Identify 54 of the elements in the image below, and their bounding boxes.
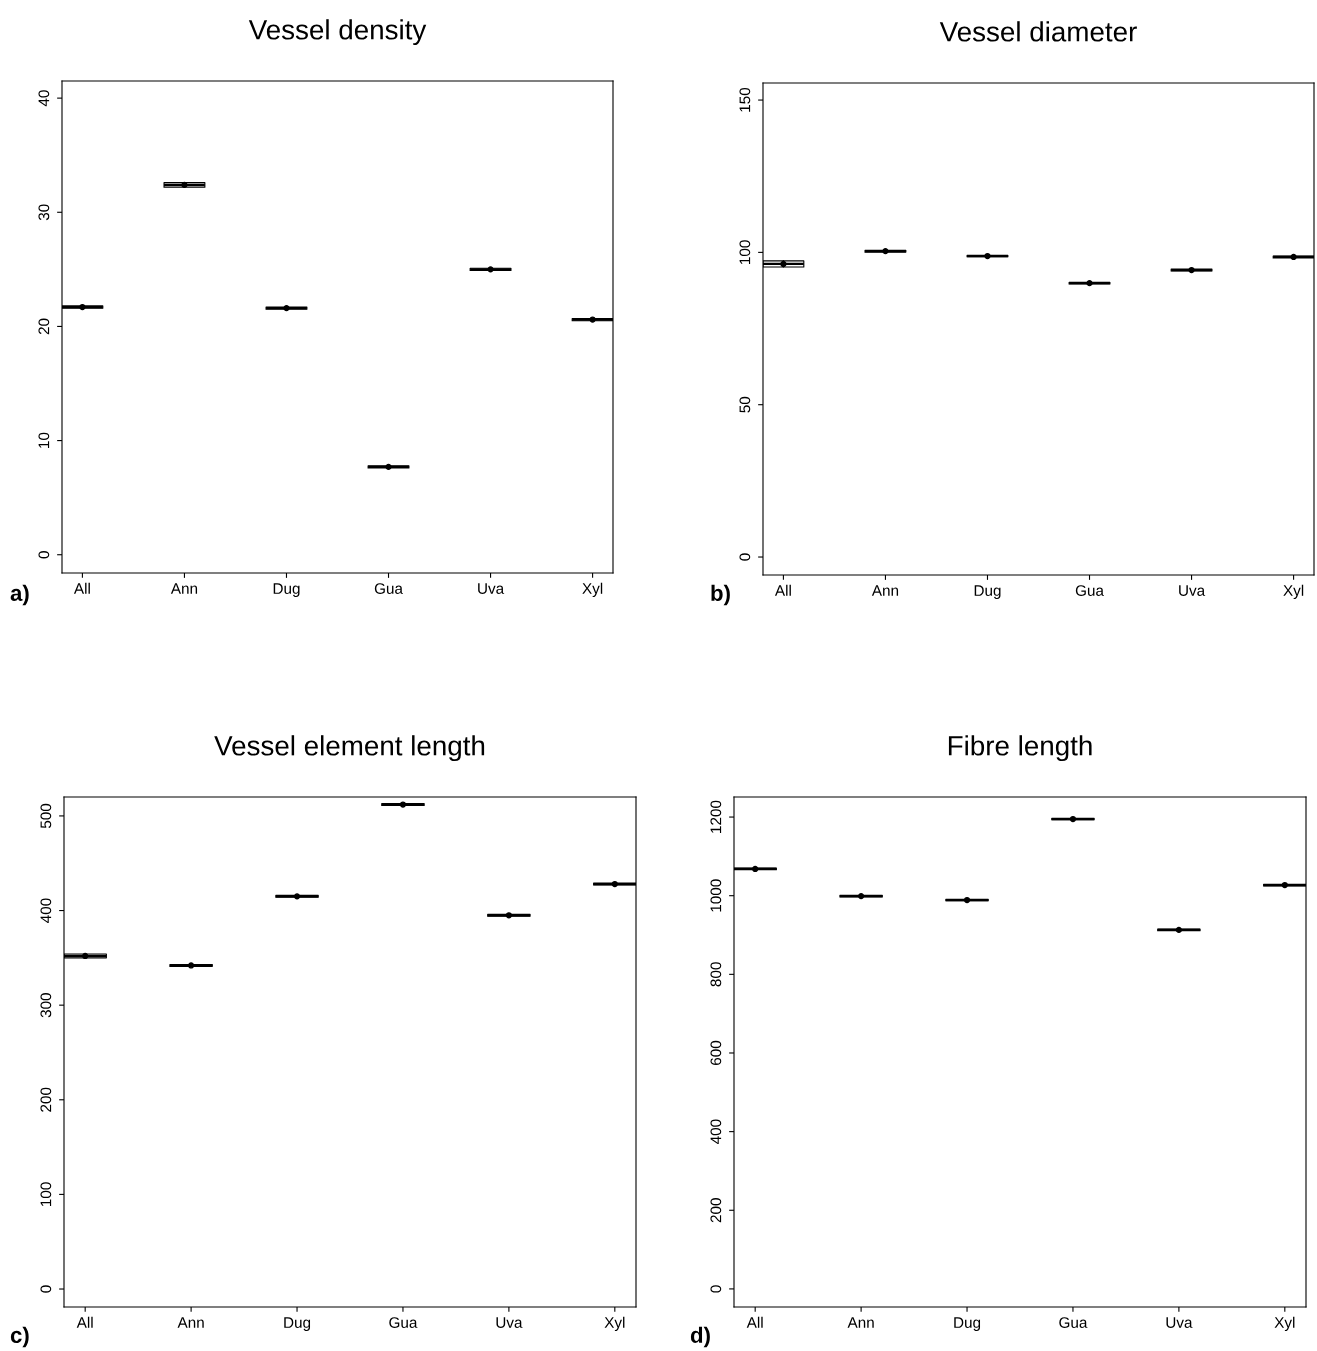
y-tick-label: 0 bbox=[40, 1285, 52, 1293]
y-tick-label: 10 bbox=[38, 432, 50, 448]
y-tick-label: 30 bbox=[38, 204, 50, 221]
x-tick-label: Gua bbox=[374, 583, 403, 594]
x-tick-label: Dug bbox=[284, 1317, 311, 1331]
y-tick-label: 1200 bbox=[710, 800, 722, 833]
x-tick-label: Ann bbox=[847, 1317, 874, 1328]
text: c) bbox=[10, 1326, 29, 1348]
x-tick-label: Xyl bbox=[582, 582, 603, 597]
y-tick-label: 800 bbox=[710, 962, 722, 987]
x-tick-label: All bbox=[73, 582, 90, 594]
y-tick-label: 100 bbox=[40, 1182, 52, 1206]
y-tick-label: 100 bbox=[739, 240, 751, 264]
x-tick-label: All bbox=[76, 1316, 93, 1328]
chart-title: Fibre length bbox=[948, 735, 1092, 762]
y-tick-label: 400 bbox=[710, 1119, 722, 1145]
x-tick-label: Uva bbox=[496, 1317, 523, 1328]
x-tick-label: All bbox=[746, 1316, 763, 1328]
y-tick-label: 20 bbox=[38, 318, 50, 335]
x-tick-label: Uva bbox=[1179, 585, 1206, 596]
x-tick-label: Uva bbox=[478, 583, 505, 594]
x-tick-label: Gua bbox=[389, 1317, 418, 1328]
y-tick-label: 500 bbox=[40, 803, 52, 829]
y-tick-label: 0 bbox=[710, 1285, 722, 1293]
y-tick-label: 40 bbox=[38, 90, 50, 107]
y-tick-label: 150 bbox=[739, 87, 751, 112]
x-tick-label: All bbox=[774, 584, 791, 596]
x-tick-label: Dug bbox=[954, 1317, 981, 1331]
text: a) bbox=[10, 584, 29, 606]
x-tick-label: Gua bbox=[1059, 1317, 1088, 1328]
y-tick-label: 50 bbox=[739, 396, 751, 413]
chart-title: Vessel density bbox=[248, 19, 427, 46]
x-tick-label: Ann bbox=[871, 585, 899, 596]
y-tick-label: 0 bbox=[739, 553, 751, 561]
y-tick-label: 400 bbox=[40, 898, 52, 923]
x-tick-label: Ann bbox=[170, 583, 198, 594]
x-tick-label: Xyl bbox=[1283, 584, 1304, 599]
y-tick-label: 300 bbox=[40, 993, 52, 1018]
chart-title: Vessel diameter bbox=[939, 21, 1137, 42]
x-tick-label: Dug bbox=[273, 583, 300, 597]
y-tick-label: 0 bbox=[38, 551, 50, 559]
x-tick-label: Uva bbox=[1166, 1317, 1193, 1328]
chart-title: Vessel element length bbox=[214, 735, 485, 762]
y-tick-label: 1000 bbox=[710, 879, 722, 912]
x-tick-label: Ann bbox=[177, 1317, 204, 1328]
y-tick-label: 200 bbox=[710, 1198, 722, 1223]
text: b) bbox=[711, 584, 730, 606]
text: d) bbox=[690, 1326, 710, 1348]
y-tick-label: 600 bbox=[710, 1040, 722, 1065]
x-tick-label: Gua bbox=[1075, 585, 1104, 596]
x-tick-label: Xyl bbox=[604, 1316, 625, 1331]
x-tick-label: Dug bbox=[974, 585, 1001, 599]
y-tick-label: 200 bbox=[40, 1087, 52, 1112]
x-tick-label: Xyl bbox=[1274, 1316, 1295, 1331]
